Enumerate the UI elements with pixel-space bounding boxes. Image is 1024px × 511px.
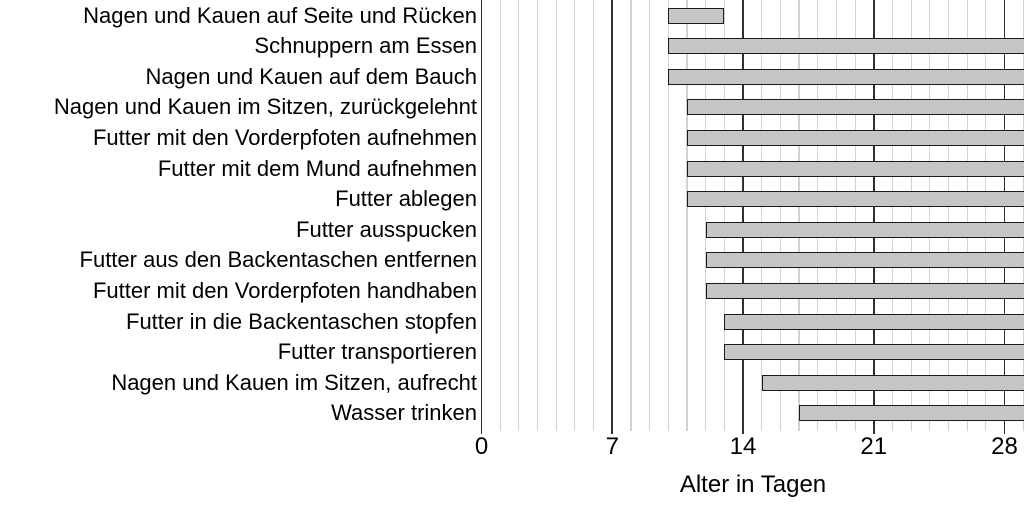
x-tick-label-21: 21 (860, 433, 888, 460)
x-tick-label-7: 7 (605, 433, 619, 460)
bar-row-14 (799, 405, 1024, 422)
category-label-5: Futter mit den Vorderpfoten aufnehmen (92, 125, 477, 151)
gridline-minor-day-18 (817, 0, 819, 431)
gridline-minor-day-29 (1022, 0, 1024, 431)
category-label-13: Nagen und Kauen im Sitzen, aufrecht (111, 369, 477, 395)
category-label-4: Nagen und Kauen im Sitzen, zurückgelehnt (53, 94, 477, 120)
x-axis-title: Alter in Tagen (679, 471, 827, 498)
gridline-minor-day-16 (779, 0, 781, 431)
category-label-6: Futter mit dem Mund aufnehmen (157, 155, 477, 181)
gridline-minor-day-3 (536, 0, 539, 431)
gridline-minor-day-10 (667, 0, 669, 431)
bar-row-13 (761, 374, 1024, 391)
bar-row-9 (705, 252, 1024, 269)
gridline-minor-day-27 (985, 0, 987, 431)
gridline-minor-day-23 (910, 0, 912, 431)
bar-row-7 (686, 191, 1024, 208)
category-label-2: Schnuppern am Essen (254, 33, 477, 59)
bar-row-12 (724, 344, 1024, 361)
gridline-minor-day-4 (555, 0, 557, 431)
gridline-minor-day-22 (891, 0, 894, 431)
gridline-minor-day-13 (723, 0, 725, 431)
gridline-minor-day-8 (630, 0, 632, 431)
x-tick-label-28: 28 (991, 433, 1018, 460)
gridline-minor-day-5 (574, 0, 576, 431)
category-label-3: Nagen und Kauen auf dem Bauch (145, 63, 477, 89)
x-tick-label-0: 0 (474, 433, 489, 460)
category-label-1: Nagen und Kauen auf Seite und Rücken (83, 2, 477, 28)
gridline-minor-day-20 (854, 0, 856, 431)
gridline-minor-day-1 (499, 0, 501, 431)
gridline-minor-day-15 (761, 0, 763, 431)
gridline-major-day-7 (611, 0, 614, 434)
bar-row-2 (668, 38, 1024, 55)
gridline-minor-day-11 (686, 0, 688, 431)
gridline-minor-day-24 (929, 0, 931, 431)
category-label-12: Futter transportieren (277, 339, 477, 365)
bar-row-8 (705, 221, 1024, 238)
gridline-minor-day-25 (947, 0, 950, 431)
bar-row-6 (686, 160, 1024, 177)
category-label-14: Wasser trinken (331, 400, 477, 426)
category-label-8: Futter ausspucken (296, 216, 477, 242)
gridline-minor-day-26 (966, 0, 968, 431)
gridline-major-day-14 (742, 0, 744, 434)
gridline-major-day-28 (1003, 0, 1006, 434)
gridline-major-day-21 (872, 0, 875, 434)
gridline-minor-day-12 (705, 0, 707, 431)
category-label-9: Futter aus den Backentaschen entfernen (79, 247, 477, 273)
bar-row-5 (686, 130, 1024, 147)
category-label-7: Futter ablegen (335, 186, 477, 212)
category-label-10: Futter mit den Vorderpfoten handhaben (92, 277, 477, 303)
gridline-major-day-0 (480, 0, 483, 434)
category-label-11: Futter in die Backentaschen stopfen (126, 308, 477, 334)
bar-row-3 (668, 68, 1024, 85)
x-tick-label-14: 14 (729, 433, 757, 460)
bar-row-1 (668, 7, 725, 24)
gridline-minor-day-9 (649, 0, 651, 431)
gridline-minor-day-6 (592, 0, 595, 431)
bar-row-4 (686, 99, 1024, 116)
gridline-minor-day-19 (835, 0, 837, 431)
bar-row-10 (705, 282, 1024, 299)
bar-row-11 (724, 313, 1024, 330)
gridline-minor-day-2 (518, 0, 520, 431)
gridline-minor-day-17 (798, 0, 800, 431)
